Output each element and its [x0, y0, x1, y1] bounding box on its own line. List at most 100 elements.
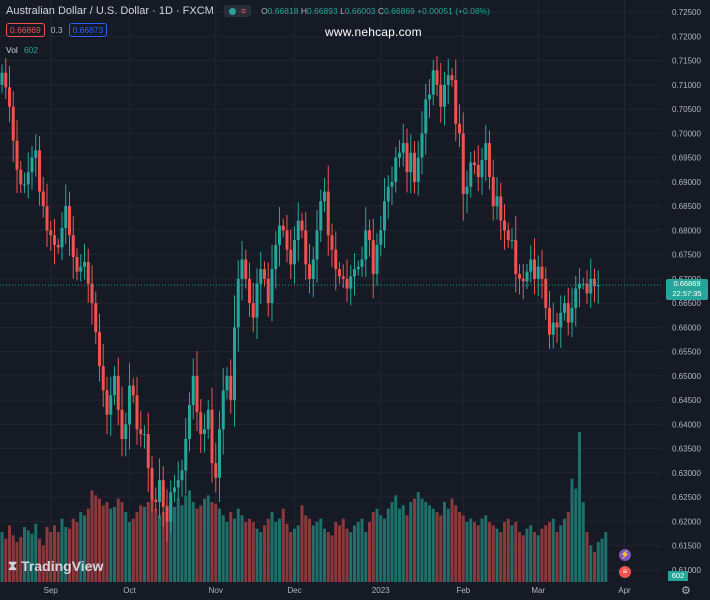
candle-body — [45, 206, 49, 231]
candle-body — [266, 278, 270, 304]
candle-body — [251, 303, 255, 318]
candle-body — [188, 404, 191, 439]
candle-body — [491, 177, 495, 207]
tradingview-logo[interactable]: ⧗ TradingView — [8, 558, 103, 574]
status-pill[interactable]: ≡ — [223, 5, 252, 17]
volume-bar — [79, 512, 83, 582]
volume-bar — [83, 515, 86, 582]
time-axis[interactable]: Sep Oct Nov Dec 2023 Feb Mar Apr — [44, 586, 631, 595]
candle-body — [450, 75, 454, 81]
volume-bar — [416, 492, 420, 582]
settings-gear-icon[interactable]: ⚙ — [681, 585, 691, 597]
volume-bar — [60, 518, 64, 582]
price-tick-label: 0.64500 — [672, 396, 701, 405]
price-tick-label: 0.68500 — [672, 202, 701, 211]
trade-buttons: 0.66869 0.3 0.66873 — [6, 23, 108, 37]
candle-body — [394, 157, 398, 182]
tradingview-logo-icon: ⧗ — [8, 558, 18, 573]
volume-bar — [173, 507, 176, 582]
volume-bar — [109, 508, 113, 582]
candle-body — [206, 409, 210, 430]
price-tick-label: 0.64000 — [672, 420, 701, 429]
spread-value: 0.3 — [50, 25, 63, 35]
candle-body — [75, 257, 79, 272]
volume-bar — [71, 518, 75, 582]
price-tick-label: 0.63000 — [672, 469, 701, 478]
candle-body — [458, 123, 461, 134]
volume-bar — [604, 532, 608, 582]
sell-button[interactable]: 0.66869 — [6, 23, 45, 37]
price-tick-label: 0.63500 — [672, 445, 701, 454]
volume-bar — [270, 512, 274, 582]
candle-body — [375, 244, 379, 275]
candle-body — [49, 230, 53, 236]
last-price-value: 0.66869 — [673, 279, 701, 288]
candle-body — [41, 191, 45, 207]
volume-bar — [375, 508, 379, 582]
candle-body — [506, 230, 510, 241]
volume-bar — [75, 522, 79, 582]
candle-body — [469, 162, 473, 187]
volume-legend: Vol 602 — [6, 45, 38, 55]
candlesticks — [0, 55, 600, 542]
volume-bar — [574, 488, 578, 582]
volume-bar — [206, 495, 210, 582]
bar-countdown: 22:57:35 — [672, 289, 702, 298]
volume-bar — [188, 490, 191, 582]
flash-icon[interactable]: ⚡ — [619, 549, 631, 561]
candle-body — [439, 84, 443, 107]
volume-bar — [143, 507, 146, 582]
price-tick-label: 0.62000 — [672, 517, 701, 526]
candle-body — [420, 133, 424, 158]
volume-bar — [285, 523, 289, 582]
buy-button[interactable]: 0.66873 — [68, 23, 108, 37]
volume-bar — [315, 522, 319, 582]
candle-body — [214, 463, 218, 478]
volume-bar — [443, 502, 446, 582]
time-tick-label: Oct — [123, 586, 136, 595]
volume-bar — [420, 498, 424, 582]
volume-bar — [398, 508, 401, 582]
volume-bar — [491, 525, 495, 582]
tradingview-logo-text: TradingView — [21, 558, 104, 574]
volume-bar — [34, 523, 38, 582]
volume-bar — [356, 522, 360, 582]
candle-body — [473, 162, 476, 165]
symbol-title[interactable]: Australian Dollar / U.S. Dollar · 1D · F… — [6, 5, 214, 17]
last-price-label: 0.66869 22:57:35 — [666, 279, 708, 300]
candle-body — [161, 480, 165, 507]
volume-bar — [289, 532, 293, 582]
candle-body — [150, 468, 154, 500]
candle-body — [60, 227, 64, 248]
flag-icon[interactable]: ≡ — [619, 566, 631, 578]
candle-body — [409, 152, 413, 173]
candle-body — [413, 152, 416, 182]
market-open-icon — [228, 7, 236, 15]
price-tick-label: 0.62500 — [672, 493, 701, 502]
candle-body — [8, 87, 11, 107]
candle-body — [574, 288, 578, 308]
candle-body — [131, 385, 135, 396]
time-tick-label: 2023 — [372, 586, 390, 595]
candle-body — [518, 274, 521, 279]
candle-body — [544, 278, 548, 308]
candle-body — [480, 160, 484, 178]
volume-legend-label: Vol — [6, 45, 18, 55]
volume-bar — [236, 508, 240, 582]
candle-body — [323, 191, 326, 202]
candle-body — [536, 266, 540, 279]
candle-body — [401, 143, 405, 153]
volume-bar — [214, 503, 218, 582]
candle-body — [259, 269, 263, 284]
candle-body — [221, 390, 225, 430]
volume-bar — [521, 535, 525, 582]
candle-body — [585, 283, 589, 294]
volume-bar — [529, 525, 533, 582]
volume-bar — [596, 542, 600, 582]
candle-body — [300, 220, 304, 231]
candle-body — [98, 332, 101, 367]
volume-bar — [131, 518, 135, 582]
volume-bar — [488, 522, 491, 582]
volume-bar — [439, 515, 443, 582]
